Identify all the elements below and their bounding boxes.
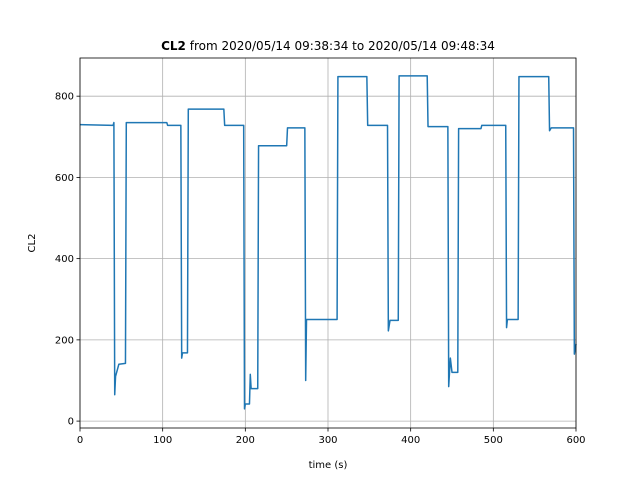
title-text: from 2020/05/14 09:38:34 to 2020/05/14 0…: [190, 39, 495, 53]
y-tick-label: 200: [55, 335, 74, 346]
y-tick-label: 400: [55, 254, 74, 265]
data-line: [79, 75, 577, 410]
y-tick-label: 800: [55, 92, 74, 103]
x-tick-label: 200: [236, 435, 255, 446]
y-tick-label: 600: [55, 173, 74, 184]
plot-frame: [79, 57, 577, 429]
title-bold: CL2: [161, 39, 186, 53]
x-axis-label: time (s): [309, 460, 348, 471]
x-tick-label: 300: [318, 435, 337, 446]
x-tick-label: 500: [484, 435, 503, 446]
x-tick-label: 600: [566, 435, 585, 446]
y-axis-label: CL2: [27, 234, 38, 253]
chart-title: CL2 from 2020/05/14 09:38:34 to 2020/05/…: [161, 39, 495, 53]
x-tick-label: 100: [153, 435, 172, 446]
y-tick-label: 0: [68, 417, 74, 428]
x-tick-label: 0: [77, 435, 83, 446]
x-tick-label: 400: [401, 435, 420, 446]
